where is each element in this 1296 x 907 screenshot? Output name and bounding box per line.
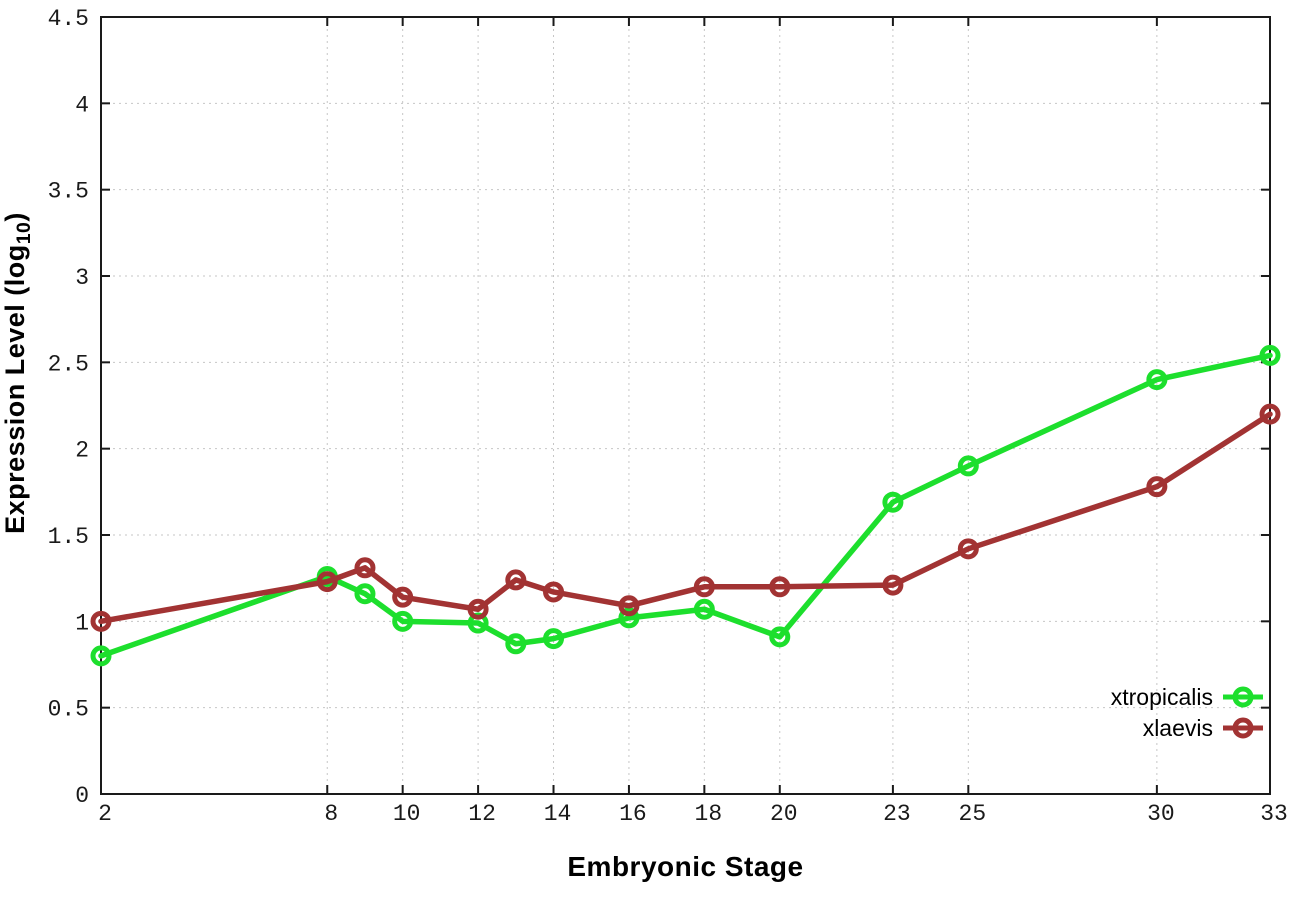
- data-point: [467, 598, 489, 620]
- data-point: [543, 581, 565, 603]
- y-axis-title: Expression Level (log10): [0, 212, 36, 534]
- y-axis-title-text: Expression Level (log: [0, 244, 30, 534]
- data-point: [354, 557, 376, 579]
- data-point: [957, 455, 979, 477]
- data-point: [392, 610, 414, 632]
- y-tick-label: 0: [75, 783, 89, 809]
- x-tick-label: 20: [770, 801, 798, 827]
- y-axis-title-subscript: 10: [13, 221, 36, 245]
- data-point: [1259, 403, 1281, 425]
- data-point: [392, 586, 414, 608]
- data-point: [543, 628, 565, 650]
- tick-labels: 0 0.5 1 1.5 2 2.5 3 3.5 4 4.5 2 8 10 12 14 16 18 20 23 25 30…: [48, 6, 1288, 827]
- data-point: [693, 576, 715, 598]
- data-point: [618, 607, 640, 629]
- series-line-xlaevis: [98, 411, 1273, 625]
- data-point: [769, 626, 791, 648]
- data-point: [693, 598, 715, 620]
- data-point: [882, 574, 904, 596]
- x-tick-label: 12: [468, 801, 496, 827]
- x-tick-label: 10: [393, 801, 421, 827]
- data-point: [505, 633, 527, 655]
- y-tick-label: 3.5: [48, 179, 89, 205]
- data-point: [1259, 344, 1281, 366]
- y-tick-label: 3: [75, 265, 89, 291]
- series-xlaevis: [90, 403, 1281, 632]
- y-tick-label: 4.5: [48, 6, 89, 32]
- legend-sample-icon-xlaevis: [1223, 717, 1263, 739]
- y-tick-label: 4: [75, 92, 89, 118]
- data-point: [1146, 476, 1168, 498]
- data-point: [90, 645, 112, 667]
- data-point: [505, 569, 527, 591]
- x-tick-label: 33: [1260, 801, 1288, 827]
- y-tick-label: 2: [75, 438, 89, 464]
- legend-item-xlaevis: xlaevis: [1143, 715, 1263, 741]
- data-point: [316, 571, 338, 593]
- x-tick-label: 30: [1147, 801, 1175, 827]
- legend-label-xtropicalis: xtropicalis: [1110, 683, 1213, 710]
- legend-item-xtropicalis: xtropicalis: [1111, 684, 1263, 710]
- x-tick-label: 16: [619, 801, 647, 827]
- x-tick-label: 25: [959, 801, 987, 827]
- legend: xtropicalis xlaevis: [1111, 684, 1263, 741]
- x-tick-label: 2: [98, 801, 112, 827]
- x-tick-label: 18: [695, 801, 723, 827]
- data-point: [882, 491, 904, 513]
- x-tick-label: 23: [883, 801, 911, 827]
- data-point: [1146, 369, 1168, 391]
- data-point: [769, 576, 791, 598]
- x-tick-label: 8: [324, 801, 338, 827]
- legend-sample-icon-xtropicalis: [1223, 686, 1263, 708]
- legend-label-xlaevis: xlaevis: [1142, 714, 1213, 741]
- data-point: [957, 538, 979, 560]
- data-point: [618, 595, 640, 617]
- y-tick-label: 1: [75, 610, 89, 636]
- y-tick-label: 2.5: [48, 351, 89, 377]
- y-tick-label: 0.5: [48, 697, 89, 723]
- x-tick-label: 14: [544, 801, 572, 827]
- y-tick-label: 1.5: [48, 524, 89, 550]
- data-point: [354, 583, 376, 605]
- data-point: [90, 610, 112, 632]
- series-xtropicalis: [90, 344, 1281, 667]
- y-axis-title-close: ): [0, 212, 30, 222]
- x-axis-title: Embryonic Stage: [567, 851, 804, 882]
